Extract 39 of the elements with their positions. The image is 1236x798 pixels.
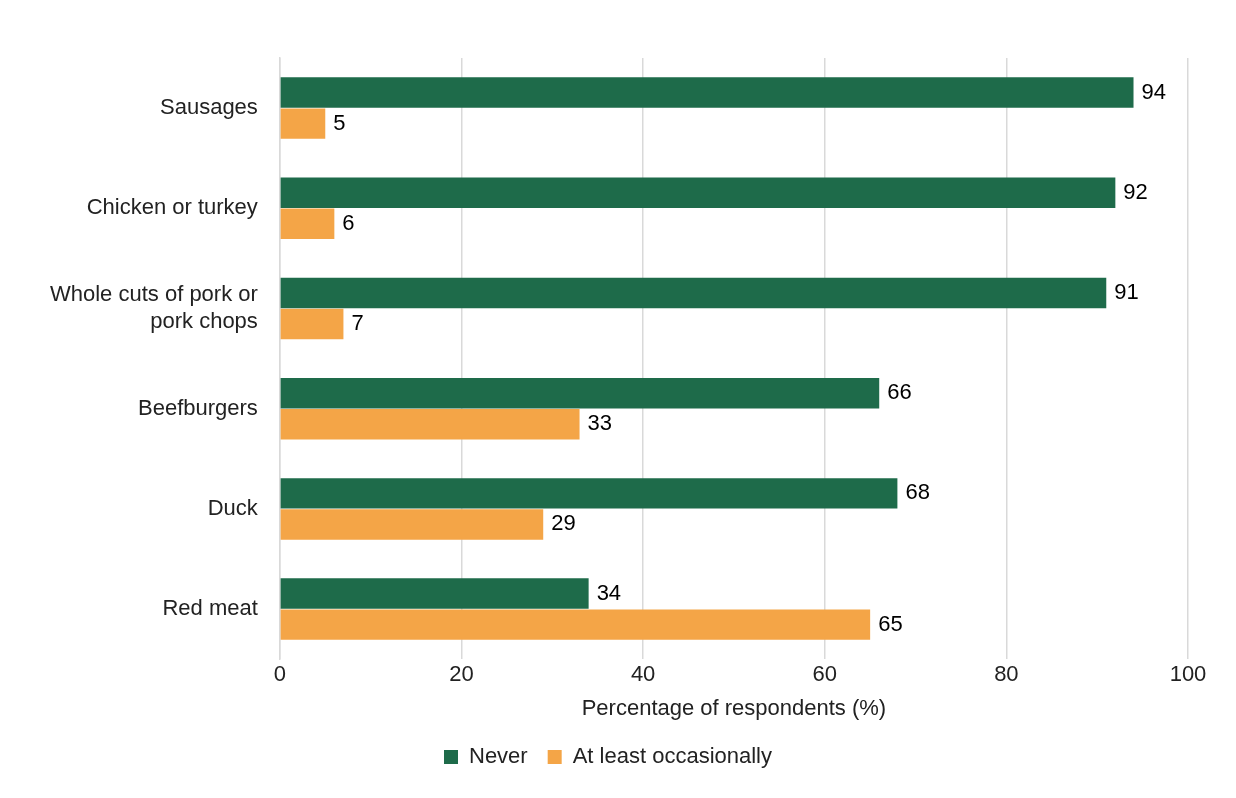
bar xyxy=(280,277,1107,309)
data-label: 5 xyxy=(333,109,346,135)
data-label: 34 xyxy=(596,579,622,605)
data-label: 91 xyxy=(1114,279,1139,305)
y-tick-label: Chicken or turkey xyxy=(86,194,258,220)
bar xyxy=(280,177,1116,208)
bar xyxy=(280,208,335,240)
bar xyxy=(280,609,871,640)
bar xyxy=(280,377,880,409)
data-label: 92 xyxy=(1123,178,1148,204)
bar xyxy=(280,77,1134,108)
y-tick-label: Duck xyxy=(207,494,259,520)
bar xyxy=(280,578,589,609)
y-tick-label: Whole cuts of pork or pork chops xyxy=(49,281,258,333)
data-label: 94 xyxy=(1141,78,1166,104)
legend-label: Never xyxy=(469,743,528,769)
bar xyxy=(280,509,544,540)
y-tick-label: Sausages xyxy=(160,94,258,120)
y-tick-label: Red meat xyxy=(162,595,258,621)
legend-label: At least occasionally xyxy=(572,743,773,769)
data-label: 65 xyxy=(878,610,903,636)
data-label: 29 xyxy=(551,510,576,536)
bar xyxy=(280,308,344,340)
bar xyxy=(280,108,326,139)
x-tick-label: 60 xyxy=(812,661,837,687)
bar xyxy=(280,409,580,440)
data-label: 66 xyxy=(887,379,912,405)
x-tick-label: 0 xyxy=(273,661,286,687)
x-tick-label: 40 xyxy=(630,661,656,687)
x-axis-title: Percentage of respondents (%) xyxy=(581,694,887,720)
data-label: 68 xyxy=(905,479,930,505)
data-label: 33 xyxy=(587,410,613,436)
data-label: 7 xyxy=(351,310,364,336)
x-tick-label: 100 xyxy=(1169,661,1207,687)
data-label: 6 xyxy=(342,209,355,235)
x-tick-label: 20 xyxy=(449,661,474,687)
x-tick-label: 80 xyxy=(994,661,1019,687)
bar xyxy=(280,478,898,509)
y-tick-label: Beefburgers xyxy=(138,394,258,420)
